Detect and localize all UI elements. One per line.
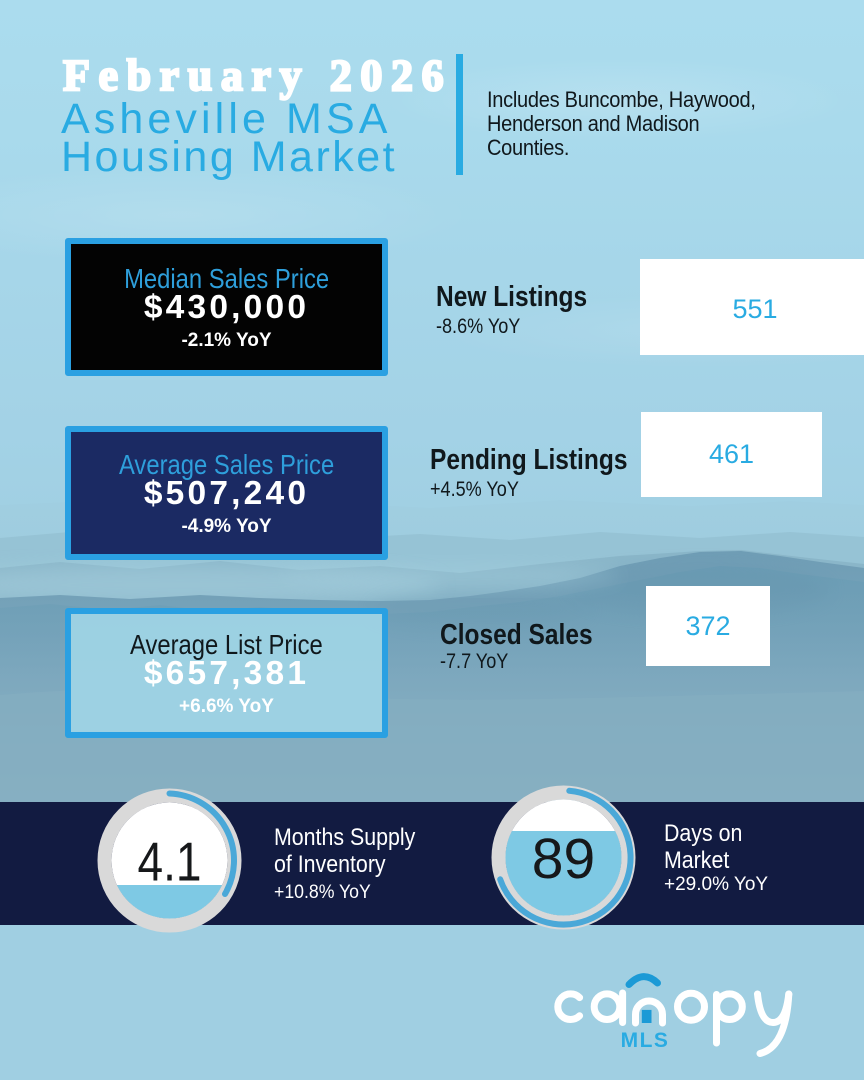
svg-text:MLS: MLS — [621, 1029, 670, 1052]
svg-text:4.1: 4.1 — [138, 831, 202, 893]
svg-text:89: 89 — [532, 827, 595, 891]
